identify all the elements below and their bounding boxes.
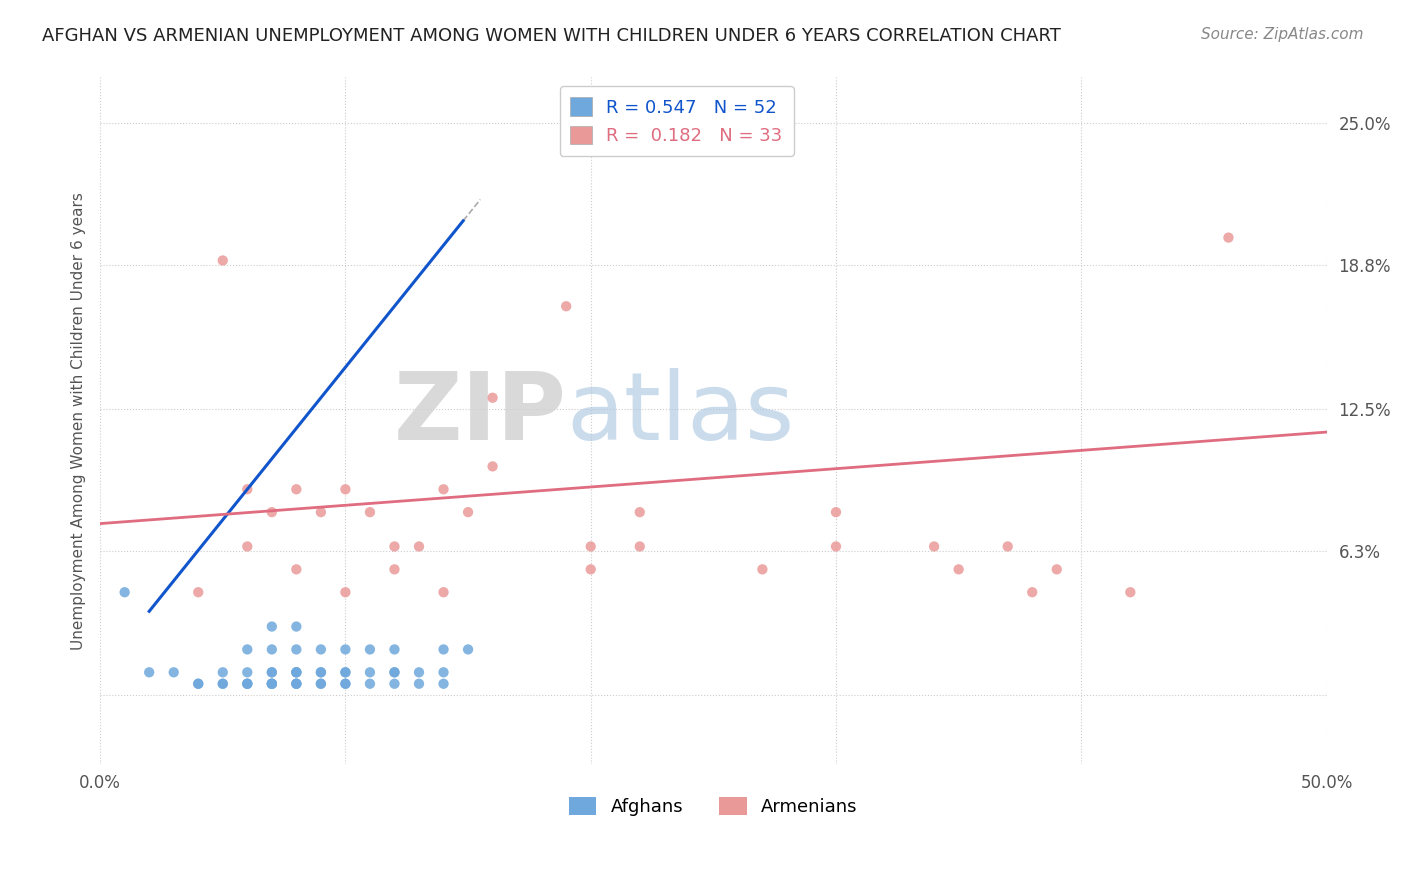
Point — [260, 665, 283, 680]
Point — [457, 642, 479, 657]
Point — [997, 540, 1019, 554]
Point — [948, 562, 970, 576]
Text: atlas: atlas — [567, 368, 794, 459]
Point — [309, 665, 332, 680]
Point — [285, 665, 308, 680]
Point — [579, 540, 602, 554]
Point — [260, 677, 283, 691]
Point — [236, 665, 259, 680]
Point — [335, 483, 357, 497]
Point — [236, 677, 259, 691]
Point — [285, 665, 308, 680]
Point — [236, 677, 259, 691]
Point — [335, 665, 357, 680]
Point — [260, 677, 283, 691]
Point — [309, 677, 332, 691]
Point — [236, 642, 259, 657]
Point — [408, 677, 430, 691]
Text: Source: ZipAtlas.com: Source: ZipAtlas.com — [1201, 27, 1364, 42]
Point — [922, 540, 945, 554]
Point — [408, 665, 430, 680]
Text: AFGHAN VS ARMENIAN UNEMPLOYMENT AMONG WOMEN WITH CHILDREN UNDER 6 YEARS CORRELAT: AFGHAN VS ARMENIAN UNEMPLOYMENT AMONG WO… — [42, 27, 1062, 45]
Point — [384, 677, 406, 691]
Point — [309, 677, 332, 691]
Point — [309, 642, 332, 657]
Point — [335, 585, 357, 599]
Point — [1046, 562, 1069, 576]
Point — [114, 585, 136, 599]
Point — [432, 585, 454, 599]
Point — [309, 665, 332, 680]
Point — [432, 677, 454, 691]
Point — [309, 505, 332, 519]
Point — [1218, 230, 1240, 244]
Point — [335, 665, 357, 680]
Point — [335, 677, 357, 691]
Point — [1119, 585, 1142, 599]
Point — [260, 677, 283, 691]
Point — [408, 540, 430, 554]
Point — [432, 483, 454, 497]
Point — [187, 677, 209, 691]
Point — [285, 677, 308, 691]
Point — [260, 642, 283, 657]
Legend: Afghans, Armenians: Afghans, Armenians — [562, 789, 865, 823]
Point — [384, 540, 406, 554]
Point — [236, 540, 259, 554]
Point — [285, 562, 308, 576]
Point — [481, 459, 503, 474]
Point — [628, 540, 651, 554]
Point — [187, 585, 209, 599]
Point — [359, 665, 381, 680]
Point — [211, 253, 233, 268]
Point — [432, 642, 454, 657]
Point — [187, 677, 209, 691]
Point — [579, 562, 602, 576]
Point — [211, 677, 233, 691]
Point — [285, 619, 308, 633]
Point — [285, 677, 308, 691]
Point — [751, 562, 773, 576]
Point — [211, 665, 233, 680]
Point — [335, 677, 357, 691]
Y-axis label: Unemployment Among Women with Children Under 6 years: Unemployment Among Women with Children U… — [72, 192, 86, 649]
Point — [481, 391, 503, 405]
Point — [260, 619, 283, 633]
Point — [236, 483, 259, 497]
Point — [555, 299, 578, 313]
Point — [285, 677, 308, 691]
Point — [384, 665, 406, 680]
Point — [825, 505, 848, 519]
Point — [432, 665, 454, 680]
Point — [260, 677, 283, 691]
Point — [211, 677, 233, 691]
Point — [138, 665, 160, 680]
Point — [825, 540, 848, 554]
Point — [384, 562, 406, 576]
Point — [285, 665, 308, 680]
Point — [384, 642, 406, 657]
Point — [236, 677, 259, 691]
Point — [359, 505, 381, 519]
Point — [1021, 585, 1043, 599]
Text: ZIP: ZIP — [394, 368, 567, 459]
Point — [285, 642, 308, 657]
Point — [359, 677, 381, 691]
Point — [285, 483, 308, 497]
Point — [260, 505, 283, 519]
Point — [384, 665, 406, 680]
Point — [359, 642, 381, 657]
Point — [163, 665, 186, 680]
Point — [457, 505, 479, 519]
Point — [628, 505, 651, 519]
Point — [335, 642, 357, 657]
Point — [260, 665, 283, 680]
